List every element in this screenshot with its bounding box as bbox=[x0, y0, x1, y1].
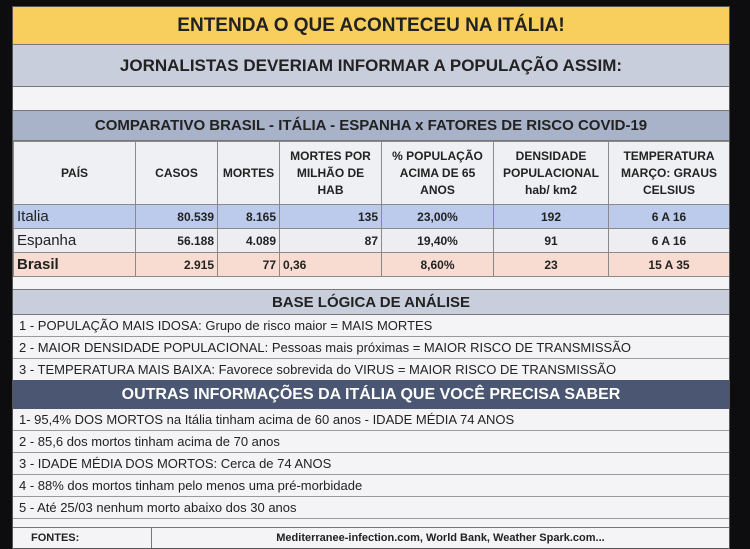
cell-mortes: 77 bbox=[217, 252, 280, 277]
page-title: ENTENDA O QUE ACONTECEU NA ITÁLIA! bbox=[13, 7, 729, 45]
cell-casos: 56.188 bbox=[135, 228, 218, 253]
list-item: 1- 95,4% DOS MORTOS na Itália tinham aci… bbox=[13, 409, 729, 431]
table-row: Espanha 56.188 4.089 87 19,40% 91 6 A 16 bbox=[13, 228, 729, 253]
outras-heading: OUTRAS INFORMAÇÕES DA ITÁLIA QUE VOCÊ PR… bbox=[13, 380, 729, 409]
cell-densidade: 192 bbox=[493, 204, 609, 229]
header-pais: PAÍS bbox=[13, 141, 136, 205]
cell-populacao-65: 8,60% bbox=[381, 252, 494, 277]
cell-temperatura: 15 A 35 bbox=[608, 252, 729, 277]
cell-mortes-por-milhao: 87 bbox=[279, 228, 382, 253]
base-heading: BASE LÓGICA DE ANÁLISE bbox=[13, 289, 729, 315]
cell-densidade: 91 bbox=[493, 228, 609, 253]
header-populacao-65: % POPULAÇÃO ACIMA DE 65 ANOS bbox=[381, 141, 494, 205]
subtitle: JORNALISTAS DEVERIAM INFORMAR A POPULAÇÃ… bbox=[13, 45, 729, 87]
comparison-table: PAÍS CASOS MORTES MORTES POR MILHÃO DE H… bbox=[13, 141, 729, 277]
list-item: 5 - Até 25/03 nenhum morto abaixo dos 30… bbox=[13, 497, 729, 519]
sources-row: FONTES: Mediterranee-infection.com, Worl… bbox=[13, 527, 729, 548]
comparison-heading: COMPARATIVO BRASIL - ITÁLIA - ESPANHA x … bbox=[13, 111, 729, 141]
cell-populacao-65: 23,00% bbox=[381, 204, 494, 229]
infographic-sheet: ENTENDA O QUE ACONTECEU NA ITÁLIA! JORNA… bbox=[12, 6, 730, 549]
table-row: Brasil 2.915 77 0,36 8,60% 23 15 A 35 bbox=[13, 252, 729, 277]
header-temperatura: TEMPERATURA MARÇO: GRAUS CELSIUS bbox=[608, 141, 729, 205]
sources-label: FONTES: bbox=[13, 528, 152, 548]
cell-densidade: 23 bbox=[493, 252, 609, 277]
base-list: 1 - POPULAÇÃO MAIS IDOSA: Grupo de risco… bbox=[13, 315, 729, 381]
cell-mortes: 4.089 bbox=[217, 228, 280, 253]
header-mortes: MORTES bbox=[217, 141, 280, 205]
list-item: 4 - 88% dos mortos tinham pelo menos uma… bbox=[13, 475, 729, 497]
list-item: 2 - MAIOR DENSIDADE POPULACIONAL: Pessoa… bbox=[13, 337, 729, 359]
cell-casos: 80.539 bbox=[135, 204, 218, 229]
cell-populacao-65: 19,40% bbox=[381, 228, 494, 253]
list-item: 3 - IDADE MÉDIA DOS MORTOS: Cerca de 74 … bbox=[13, 453, 729, 475]
list-item: 1 - POPULAÇÃO MAIS IDOSA: Grupo de risco… bbox=[13, 315, 729, 337]
list-item: 2 - 85,6 dos mortos tinham acima de 70 a… bbox=[13, 431, 729, 453]
cell-pais: Brasil bbox=[13, 252, 136, 277]
cell-mortes-por-milhao: 135 bbox=[279, 204, 382, 229]
header-densidade: DENSIDADE POPULACIONAL hab/ km2 bbox=[493, 141, 609, 205]
cell-pais: Espanha bbox=[13, 228, 136, 253]
cell-mortes: 8.165 bbox=[217, 204, 280, 229]
outras-list: 1- 95,4% DOS MORTOS na Itália tinham aci… bbox=[13, 409, 729, 519]
cell-casos: 2.915 bbox=[135, 252, 218, 277]
spacer-row bbox=[13, 87, 729, 111]
cell-pais: Italia bbox=[13, 204, 136, 229]
list-item: 3 - TEMPERATURA MAIS BAIXA: Favorece sob… bbox=[13, 359, 729, 381]
table-header-row: PAÍS CASOS MORTES MORTES POR MILHÃO DE H… bbox=[13, 141, 729, 205]
sources-value: Mediterranee-infection.com, World Bank, … bbox=[276, 532, 605, 544]
table-row: Italia 80.539 8.165 135 23,00% 192 6 A 1… bbox=[13, 204, 729, 229]
header-mortes-por-milhao: MORTES POR MILHÃO DE HAB bbox=[279, 141, 382, 205]
cell-mortes-por-milhao: 0,36 bbox=[279, 252, 382, 277]
cell-temperatura: 6 A 16 bbox=[608, 204, 729, 229]
cell-temperatura: 6 A 16 bbox=[608, 228, 729, 253]
header-casos: CASOS bbox=[135, 141, 218, 205]
